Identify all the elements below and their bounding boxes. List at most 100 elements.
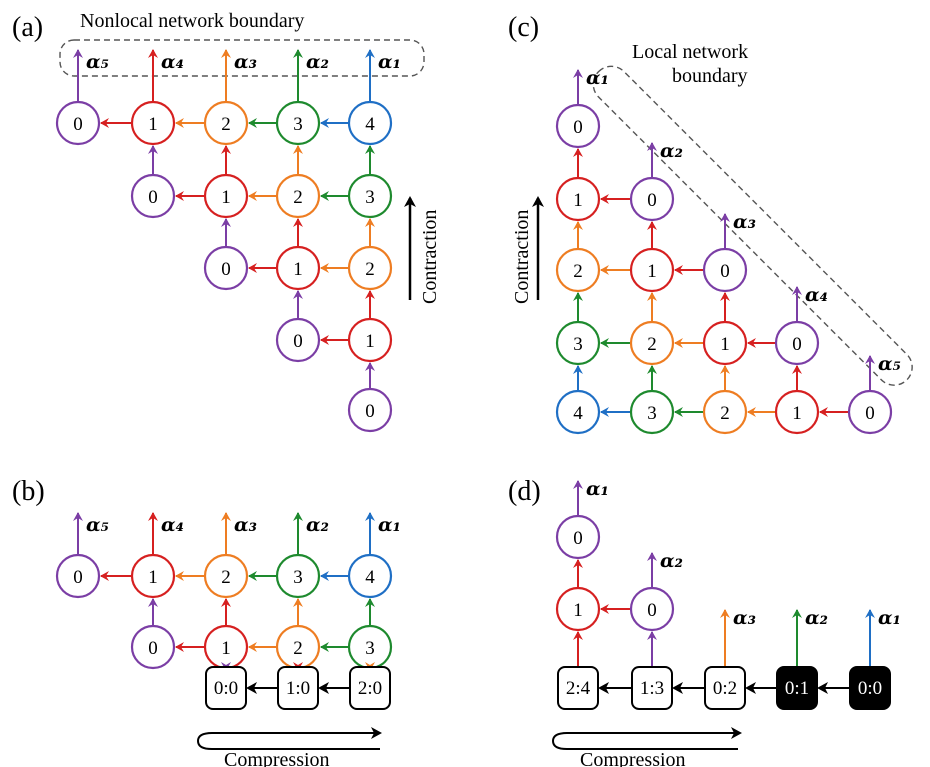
- d-box-0: [557, 666, 599, 710]
- b-node-0-1-text: 1: [148, 567, 158, 588]
- a-node-2-2-text: 0: [221, 259, 231, 280]
- b-node-0-2: [203, 553, 249, 599]
- b-node-0-3-text: 3: [293, 567, 303, 588]
- d-alpha-box-4: α₁: [878, 607, 901, 629]
- b-node-1-2-text: 1: [221, 638, 231, 659]
- d-alpha-0: α₁: [586, 478, 609, 500]
- c-node-2-2-text: 0: [720, 261, 730, 282]
- b-node-0-2-text: 2: [221, 567, 231, 588]
- local-boundary-outline: [592, 65, 913, 386]
- b-node-0-4: [347, 553, 393, 599]
- a-node-1-4: [347, 173, 393, 219]
- compression-label-b: Compression: [224, 749, 330, 767]
- c-node-2-1: [629, 247, 675, 293]
- b-node-1-1: [130, 624, 176, 670]
- c-node-1-1-text: 0: [647, 190, 657, 211]
- a-node-0-3: [275, 100, 321, 146]
- d-box-3: [776, 666, 818, 710]
- a-node-4-4: [347, 387, 393, 433]
- compression-arrow-b: [196, 732, 380, 750]
- c-node-3-2-text: 1: [720, 334, 730, 355]
- c-node-2-0: [555, 247, 601, 293]
- c-node-4-2-text: 2: [720, 403, 730, 424]
- c-node-3-2: [702, 320, 748, 366]
- a-node-2-4-text: 2: [365, 259, 375, 280]
- d-node-1-0: [555, 586, 601, 632]
- d-box-3-text: 0:1: [785, 678, 809, 699]
- c-node-4-3: [774, 389, 820, 435]
- panel-d-label: (d): [508, 476, 541, 507]
- b-node-1-1-text: 0: [148, 638, 158, 659]
- a-node-0-4: [347, 100, 393, 146]
- c-alpha-2: α₃: [733, 211, 756, 233]
- a-node-1-2-text: 1: [221, 187, 231, 208]
- d-alpha-box-3: α₂: [805, 607, 828, 629]
- b-node-0-1: [130, 553, 176, 599]
- a-node-0-4-text: 4: [365, 114, 375, 135]
- b-node-0-4-text: 4: [365, 567, 375, 588]
- local-boundary-label-line1: Local network: [632, 41, 748, 63]
- c-alpha-0: α₁: [586, 67, 609, 89]
- b-box-2: [349, 666, 391, 710]
- a-node-2-2: [203, 245, 249, 291]
- c-alpha-1: α₂: [660, 140, 683, 162]
- d-node-1-1-text: 0: [647, 600, 657, 621]
- compression-label-d: Compression: [580, 749, 686, 767]
- c-node-4-1: [629, 389, 675, 435]
- c-node-0-0: [555, 103, 601, 149]
- a-node-3-3: [275, 317, 321, 363]
- c-alpha-4: α₅: [878, 353, 901, 375]
- b-alpha-1: α₄: [161, 514, 184, 536]
- b-alpha-2: α₃: [234, 514, 257, 536]
- c-node-3-1: [629, 320, 675, 366]
- panel-c-label: (c): [508, 12, 539, 43]
- b-box-0: [205, 666, 247, 710]
- contraction-label-c: Contraction: [511, 210, 533, 304]
- b-box-1: [277, 666, 319, 710]
- nonlocal-boundary-label: Nonlocal network boundary: [80, 10, 304, 32]
- d-node-0-0: [555, 514, 601, 560]
- d-box-2-text: 0:2: [713, 678, 737, 699]
- a-node-1-1: [130, 173, 176, 219]
- a-node-0-0: [55, 100, 101, 146]
- a-node-3-4: [347, 317, 393, 363]
- a-node-3-3-text: 0: [293, 331, 303, 352]
- c-node-2-0-text: 2: [573, 261, 583, 282]
- panel-b-label: (b): [12, 476, 45, 507]
- local-boundary-label-line2: boundary: [672, 65, 748, 87]
- a-node-4-4-text: 0: [365, 401, 375, 422]
- a-node-0-2: [203, 100, 249, 146]
- panel-a-label: (a): [12, 12, 43, 43]
- a-node-2-3-text: 1: [293, 259, 303, 280]
- a-alpha-2: α₃: [234, 51, 257, 73]
- c-node-3-0: [555, 320, 601, 366]
- c-node-4-4: [847, 389, 893, 435]
- a-node-1-1-text: 0: [148, 187, 158, 208]
- b-node-1-4-text: 3: [365, 638, 375, 659]
- b-alpha-0: α₅: [86, 514, 109, 536]
- c-node-0-0-text: 0: [573, 117, 583, 138]
- a-node-1-3-text: 2: [293, 187, 303, 208]
- network-graph: α₅ 0 α₄ 1 α₃ 2 α₂ 3 α₁ 4 0 1 2 3 0 1 2 0 1 0 α₅ 0 α₄ 1 α₃ 2 α₂ 3 α₁ 4…: [55, 49, 901, 710]
- c-node-4-2: [702, 389, 748, 435]
- c-alpha-3: α₄: [805, 284, 828, 306]
- b-box-2-text: 2:0: [358, 678, 382, 699]
- d-node-1-1: [629, 586, 675, 632]
- a-node-0-1: [130, 100, 176, 146]
- b-node-1-3-text: 2: [293, 638, 303, 659]
- b-alpha-3: α₂: [306, 514, 329, 536]
- a-alpha-4: α₁: [378, 51, 401, 73]
- b-box-0-text: 0:0: [214, 678, 238, 699]
- c-node-3-3-text: 0: [792, 334, 802, 355]
- d-box-4: [849, 666, 891, 710]
- a-node-0-3-text: 3: [293, 114, 303, 135]
- a-node-0-1-text: 1: [148, 114, 158, 135]
- d-box-0-text: 2:4: [566, 678, 591, 699]
- c-node-4-4-text: 0: [865, 403, 875, 424]
- a-node-0-0-text: 0: [73, 114, 83, 135]
- a-alpha-1: α₄: [161, 51, 184, 73]
- d-box-2: [704, 666, 746, 710]
- c-node-4-0-text: 4: [573, 403, 583, 424]
- d-alpha-1: α₂: [660, 550, 683, 572]
